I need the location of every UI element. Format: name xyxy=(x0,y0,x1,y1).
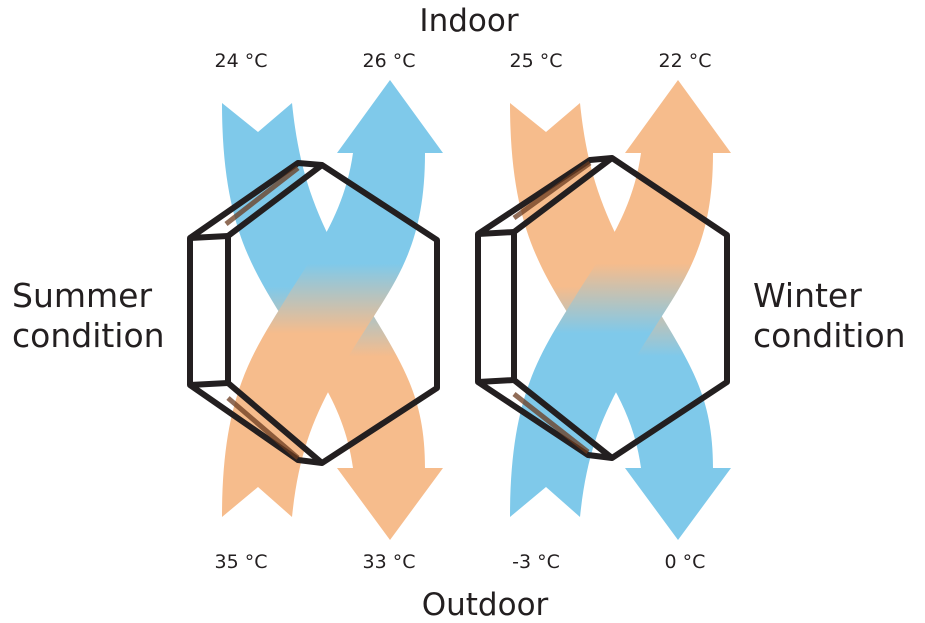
summer-indoor-exhaust-temp: 24 °C xyxy=(214,50,268,72)
outdoor-label: Outdoor xyxy=(421,587,549,623)
summer-unit xyxy=(187,80,443,540)
winter-outdoor-exhaust-temp: 0 °C xyxy=(664,551,706,573)
summer-condition-label: Summer condition xyxy=(12,276,165,356)
summer-flow-outdoor-to-indoor xyxy=(222,80,443,517)
summer-outdoor-intake-temp: 35 °C xyxy=(214,551,268,573)
summer-indoor-supply-temp: 26 °C xyxy=(362,50,416,72)
winter-indoor-exhaust-temp: 25 °C xyxy=(509,50,563,72)
winter-outdoor-intake-temp: -3 °C xyxy=(512,551,560,573)
winter-unit xyxy=(475,80,731,540)
winter-flow-outdoor-to-indoor xyxy=(510,80,731,517)
winter-shadow-strips xyxy=(512,160,592,454)
summer-shadow-strips xyxy=(224,166,300,460)
summer-exchanger-core xyxy=(187,160,440,466)
indoor-label: Indoor xyxy=(419,3,519,39)
winter-indoor-supply-temp: 22 °C xyxy=(658,50,712,72)
winter-exchanger-core xyxy=(475,155,730,461)
summer-outdoor-exhaust-temp: 33 °C xyxy=(362,551,416,573)
winter-condition-label: Winter condition xyxy=(753,276,906,356)
